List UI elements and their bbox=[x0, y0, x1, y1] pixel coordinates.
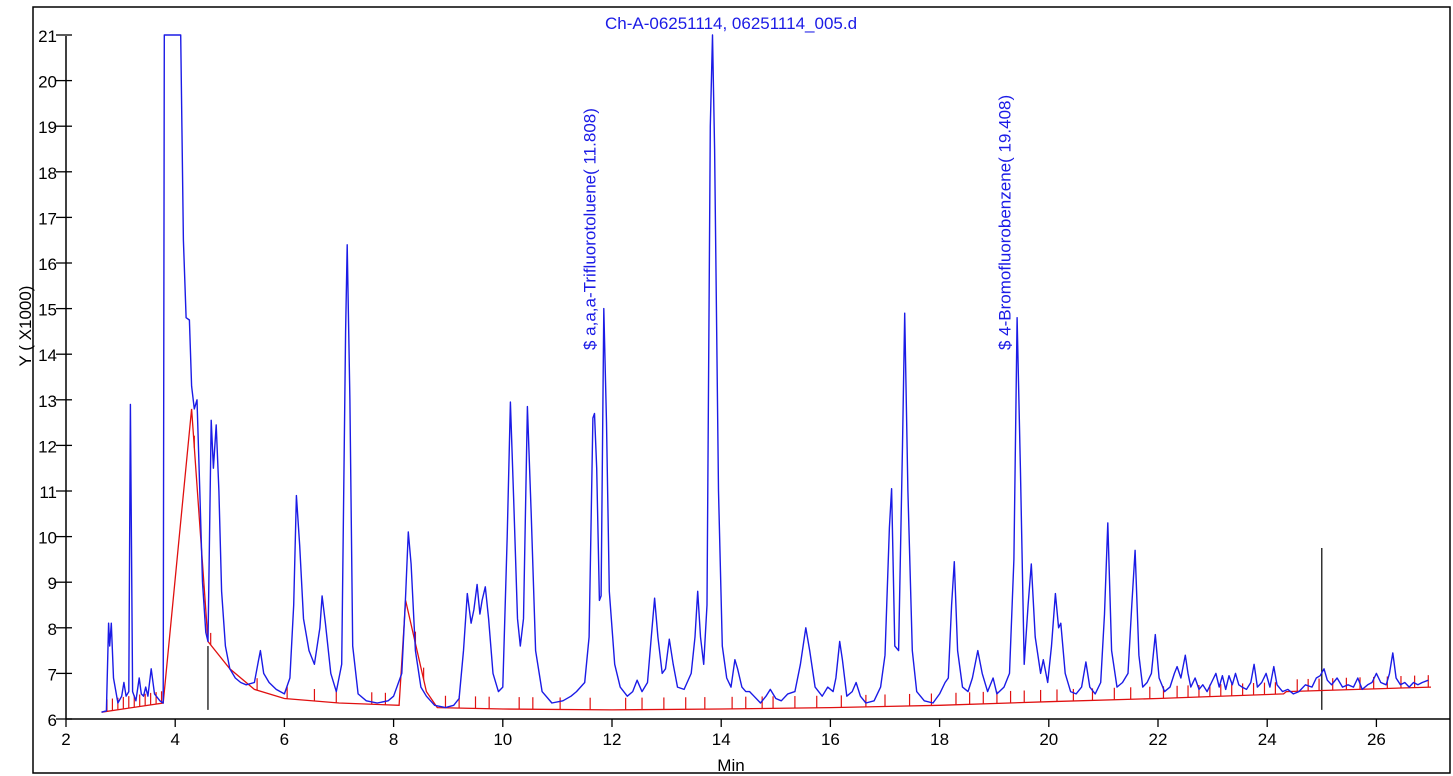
x-tick-label: 10 bbox=[493, 730, 512, 749]
y-tick-label: 14 bbox=[38, 346, 57, 365]
peak-annotation-label: $ a,a,a-Trifluorotoluene( 11.808) bbox=[581, 108, 600, 350]
y-tick-label: 18 bbox=[38, 164, 57, 183]
x-tick-label: 6 bbox=[280, 730, 289, 749]
x-tick-label: 24 bbox=[1258, 730, 1277, 749]
y-tick-label: 11 bbox=[39, 483, 57, 502]
signal-series-line bbox=[101, 34, 1429, 713]
y-tick-label: 20 bbox=[38, 73, 57, 92]
x-tick-label: 26 bbox=[1367, 730, 1386, 749]
y-tick-label: 17 bbox=[38, 209, 57, 228]
y-tick-label: 19 bbox=[38, 118, 57, 137]
x-tick-label: 2 bbox=[61, 730, 70, 749]
x-tick-label: 8 bbox=[389, 730, 398, 749]
x-tick-label: 22 bbox=[1149, 730, 1168, 749]
peak-markers bbox=[106, 435, 1429, 712]
y-tick-label: 8 bbox=[48, 620, 57, 639]
y-tick-label: 10 bbox=[38, 529, 57, 548]
y-axis-title: Y ( X1000) bbox=[16, 286, 35, 367]
y-tick-label: 9 bbox=[48, 574, 57, 593]
y-tick-label: 21 bbox=[38, 27, 57, 46]
x-tick-label: 4 bbox=[170, 730, 179, 749]
y-tick-label: 7 bbox=[48, 665, 57, 684]
x-tick-label: 20 bbox=[1039, 730, 1058, 749]
chart-title: Ch-A-06251114, 06251114_005.d bbox=[605, 14, 857, 33]
x-tick-label: 18 bbox=[930, 730, 949, 749]
peak-annotation-label: $ 4-Bromofluorobenzene( 19.408) bbox=[995, 95, 1014, 350]
x-tick-label: 14 bbox=[712, 730, 731, 749]
y-tick-label: 6 bbox=[48, 711, 57, 730]
x-tick-label: 16 bbox=[821, 730, 840, 749]
baseline-series-line bbox=[101, 408, 1432, 713]
plot-frame bbox=[32, 6, 1451, 774]
signal-layer bbox=[101, 34, 1429, 713]
y-tick-label: 15 bbox=[38, 301, 57, 320]
labels: Ch-A-06251114, 06251114_005.d Min Y ( X1… bbox=[16, 14, 1014, 775]
y-tick-label: 12 bbox=[38, 437, 57, 456]
y-tick-label: 16 bbox=[38, 255, 57, 274]
baseline-layer bbox=[101, 408, 1432, 713]
x-axis-title: Min bbox=[717, 756, 744, 775]
x-tick-label: 12 bbox=[603, 730, 622, 749]
y-tick-label: 13 bbox=[38, 392, 57, 411]
